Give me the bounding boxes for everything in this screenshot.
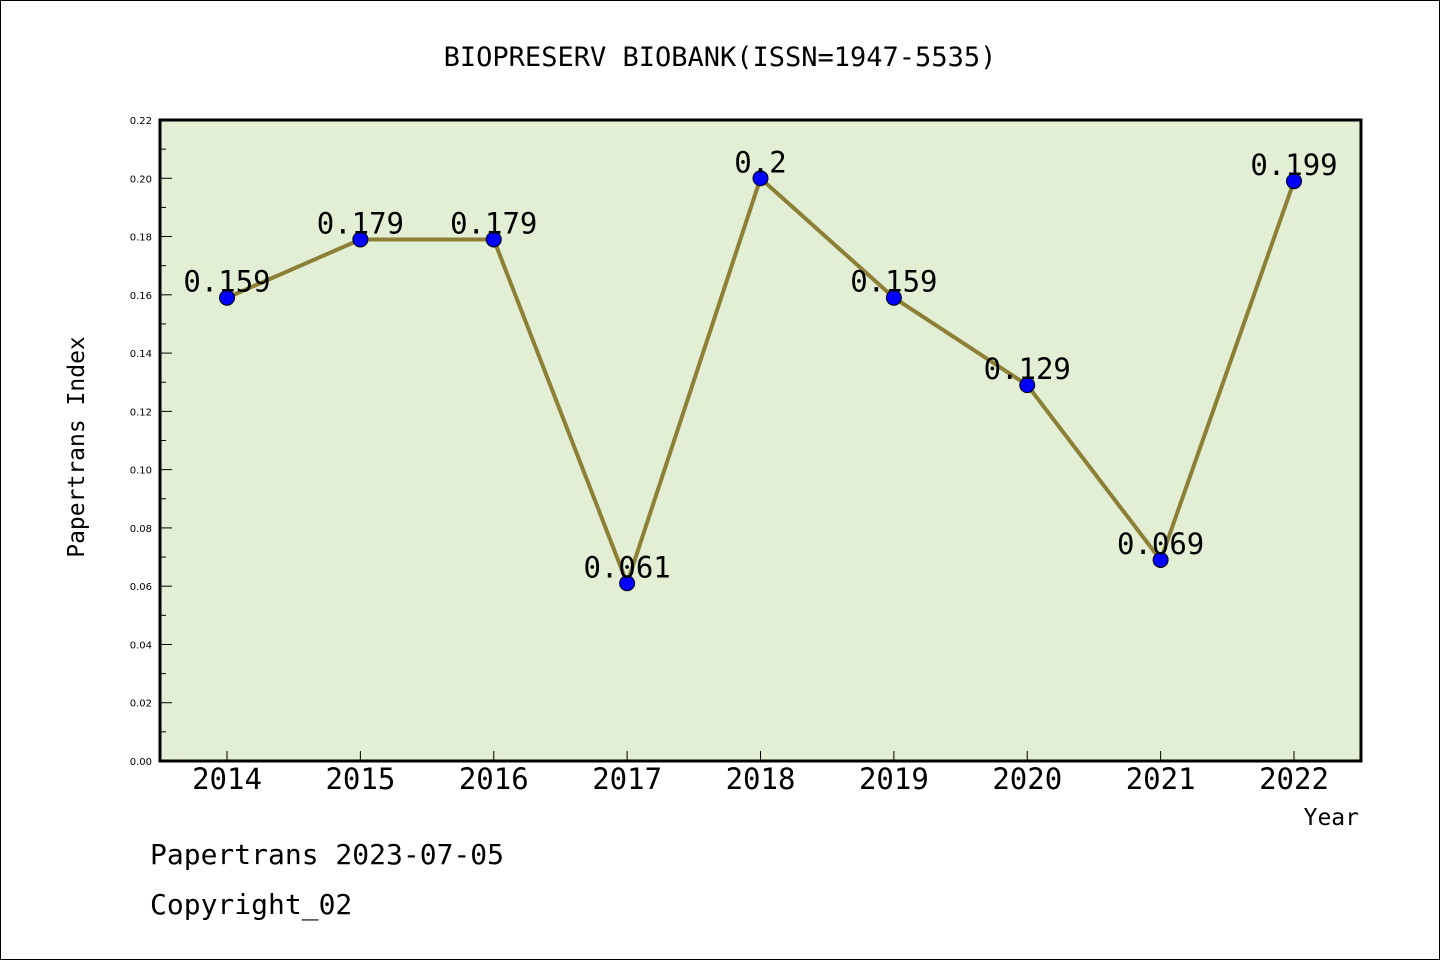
y-tick-label: 0.14 <box>130 349 152 360</box>
data-point <box>752 170 769 187</box>
data-label: 0.179 <box>317 206 404 240</box>
data-label: 0.179 <box>450 206 537 240</box>
x-tick-label: 2020 <box>992 762 1062 796</box>
data-point <box>1286 173 1302 190</box>
data-point <box>352 231 369 248</box>
y-tick-label: 0.00 <box>130 757 152 768</box>
data-label: 0.159 <box>850 265 937 299</box>
y-tick-label: 0.10 <box>130 466 152 477</box>
data-point <box>619 575 636 592</box>
y-tick-label: 0.20 <box>130 174 152 185</box>
data-labels: 0.159 0.179 0.179 0.061 0.2 0.159 0.129 0.069 0.… <box>183 145 1337 584</box>
footer-date: Papertrans 2023-07-05 <box>150 838 504 871</box>
x-tick-label: 2015 <box>325 762 395 796</box>
data-label: 0.199 <box>1250 148 1337 182</box>
y-axis: 0.00 0.02 0.04 0.06 0.08 0.10 0.12 0.14 0.16 0.18… <box>130 116 172 768</box>
x-tick-label: 2021 <box>1126 762 1196 796</box>
data-point <box>219 289 235 306</box>
y-tick-label: 0.02 <box>130 699 152 710</box>
data-label: 0.129 <box>984 352 1071 386</box>
x-tick-label: 2022 <box>1259 762 1329 796</box>
markers <box>219 170 1302 592</box>
data-point <box>1152 551 1169 568</box>
y-tick-label: 0.12 <box>130 407 152 418</box>
x-tick-label: 2019 <box>859 762 929 796</box>
y-tick-label: 0.22 <box>130 116 152 127</box>
x-tick-label: 2018 <box>726 762 796 796</box>
y-tick-label: 0.04 <box>130 640 152 651</box>
x-tick-label: 2017 <box>592 762 662 796</box>
y-tick-label: 0.08 <box>130 524 152 535</box>
x-tick-label: 2014 <box>192 762 262 796</box>
x-axis: 2014 2015 2016 2017 2018 2019 2020 2021 2022 <box>192 751 1329 796</box>
data-label: 0.159 <box>183 265 270 299</box>
footer-copyright: Copyright_02 <box>150 888 352 922</box>
y-tick-label: 0.18 <box>130 233 152 244</box>
plot-area <box>158 118 1363 763</box>
x-axis-label: Year <box>1304 805 1359 831</box>
data-point <box>485 231 502 248</box>
data-label: 0.061 <box>583 550 670 584</box>
x-tick-label: 2016 <box>459 762 529 796</box>
chart-title: BIOPRESERV BIOBANK(ISSN=1947-5535) <box>444 42 997 73</box>
y-axis-label: Papertrans Index <box>64 336 90 558</box>
data-point <box>1019 377 1036 394</box>
data-label: 0.069 <box>1117 527 1204 561</box>
data-point <box>885 289 902 306</box>
y-tick-label: 0.16 <box>130 291 152 302</box>
y-tick-label: 0.06 <box>130 582 152 593</box>
data-label: 0.2 <box>734 145 786 179</box>
